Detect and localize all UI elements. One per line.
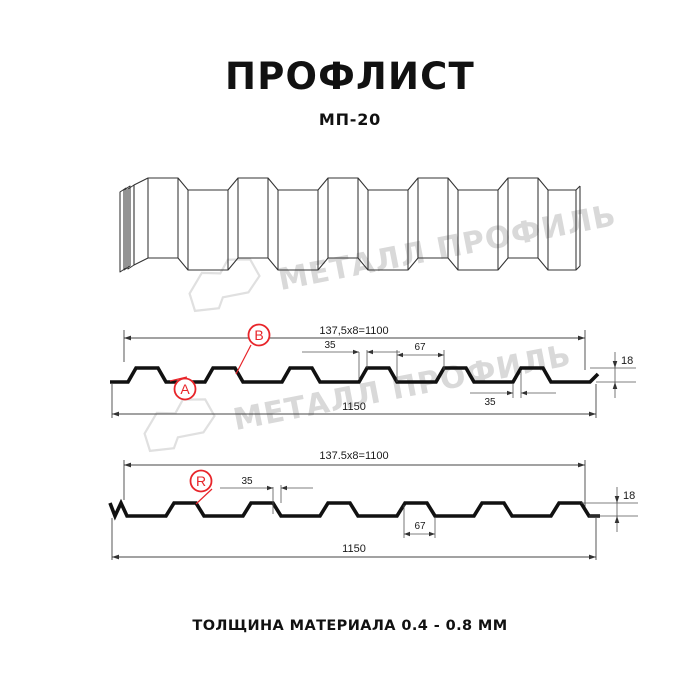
dim-top-label: 137,5x8=1100 [319, 325, 388, 337]
arrow-head [112, 554, 119, 560]
arrow-head [612, 382, 618, 389]
arrow-head [614, 516, 620, 523]
page-subtitle: МП-20 [318, 110, 382, 129]
dim-35-upper-label: 35 [324, 340, 336, 351]
dim-height-label: 18 [621, 355, 633, 367]
callout-circle [247, 323, 271, 347]
arrow-head [267, 485, 273, 491]
material-thickness-note: ТОЛЩИНА МАТЕРИАЛА 0.4 - 0.8 ММ [192, 618, 508, 634]
callout-circle [189, 469, 213, 493]
callout-r-label: R [196, 473, 206, 489]
callout-circle [173, 377, 197, 401]
arrow-head [589, 411, 596, 417]
arrow-head [521, 390, 527, 396]
arrow-head [124, 462, 131, 468]
dim-bottom-label: 1150 [342, 401, 366, 413]
sheet-top-edge [133, 177, 581, 191]
sheet-edge [123, 185, 131, 271]
dim-67-label: 67 [414, 521, 426, 532]
dim-height-label: 18 [623, 490, 635, 502]
arrow-head [397, 352, 403, 358]
arrow-head [507, 390, 513, 396]
callout-b-label: B [254, 327, 263, 343]
callout-r[interactable]: R [189, 469, 213, 505]
arrow-head [578, 462, 585, 468]
dim-bottom-group [111, 518, 597, 560]
callout-leader [235, 344, 252, 375]
arrow-head [614, 496, 620, 503]
dim-top-group [123, 330, 586, 370]
arrow-head [367, 349, 373, 355]
dim-top-label: 137.5x8=1100 [319, 450, 388, 462]
dim-height-group [590, 352, 636, 398]
metall-profil-logo [188, 258, 261, 313]
arrow-head [612, 361, 618, 368]
dim-67-group [396, 350, 445, 382]
arrow-head [124, 335, 131, 341]
arrow-head [281, 485, 287, 491]
sheet-bottom-edge [133, 257, 581, 271]
arrow-head [589, 554, 596, 560]
callout-leader [195, 488, 213, 505]
dim-35-lower-label: 35 [484, 397, 496, 408]
page-title: ПРОФЛИСТ [225, 55, 475, 98]
arrow-head [353, 349, 359, 355]
dim-bottom-group [111, 384, 597, 418]
arrow-head [112, 411, 119, 417]
callout-a[interactable]: A [169, 376, 197, 401]
title-block: ПРОФЛИСТ МП-20 [0, 58, 700, 129]
dim-35-group [220, 485, 313, 514]
sheet-edge [119, 187, 127, 273]
profile-section-r [108, 498, 600, 521]
metall-profil-logo [143, 398, 216, 453]
arrow-head [578, 335, 585, 341]
dim-height-group [581, 487, 638, 532]
arrow-head [404, 531, 410, 537]
dim-67-label: 67 [414, 342, 426, 353]
callout-b[interactable]: B [235, 323, 271, 375]
profiled-sheet-isometric [119, 177, 581, 273]
dim-top-group [123, 460, 586, 508]
arrow-head [429, 531, 435, 537]
arrow-head [438, 352, 444, 358]
dim-35-label: 35 [241, 476, 253, 487]
callout-a-label: A [180, 381, 190, 397]
dim-bottom-label: 1150 [342, 543, 366, 555]
